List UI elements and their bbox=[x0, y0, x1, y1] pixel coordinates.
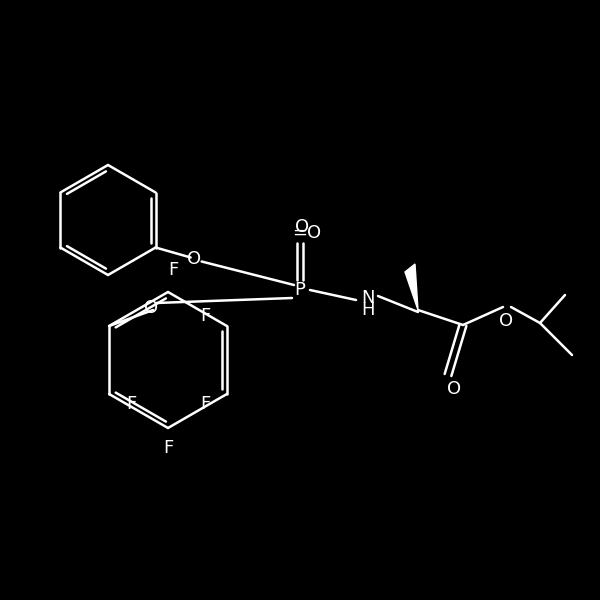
Text: F: F bbox=[163, 439, 173, 457]
Text: F: F bbox=[168, 261, 178, 279]
Text: N: N bbox=[361, 289, 375, 307]
Polygon shape bbox=[405, 264, 418, 310]
Text: O: O bbox=[144, 299, 158, 317]
Text: F: F bbox=[200, 395, 210, 413]
Text: =O: =O bbox=[292, 224, 321, 242]
Text: O: O bbox=[295, 218, 309, 236]
Text: O: O bbox=[187, 251, 200, 269]
Text: H: H bbox=[361, 301, 375, 319]
Text: O: O bbox=[499, 312, 513, 330]
Text: F: F bbox=[126, 395, 136, 413]
Text: O: O bbox=[447, 380, 461, 398]
Text: P: P bbox=[295, 281, 305, 299]
Text: F: F bbox=[200, 307, 210, 325]
